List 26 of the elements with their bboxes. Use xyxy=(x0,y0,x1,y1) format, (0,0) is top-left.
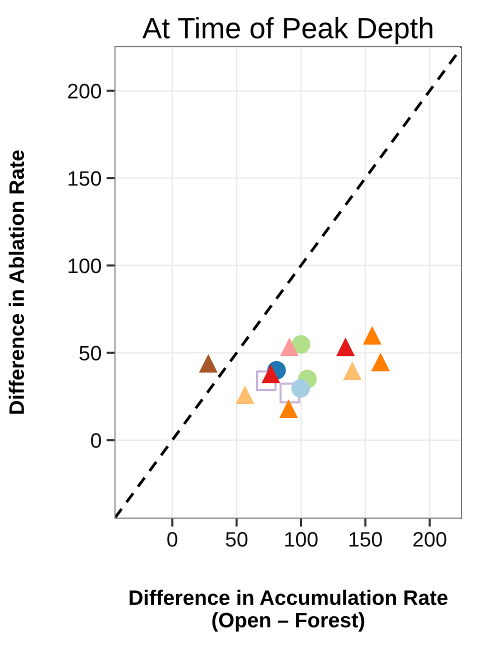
x-tick-label: 150 xyxy=(350,532,382,547)
point xyxy=(262,364,280,384)
point xyxy=(280,382,300,404)
point xyxy=(236,385,254,404)
x-tick-label: 100 xyxy=(285,532,318,547)
point xyxy=(279,399,298,418)
x-tick-label: 200 xyxy=(413,532,446,547)
y-tick-label: 200 xyxy=(68,84,101,99)
y-axis-title: Difference in Ablation Rate xyxy=(8,150,24,414)
point xyxy=(256,370,277,392)
x-tick-label: 50 xyxy=(226,532,248,547)
x-tick-label: 0 xyxy=(167,532,178,547)
point xyxy=(336,338,355,356)
y-tick-label: 50 xyxy=(79,346,101,361)
y-tick-label: 150 xyxy=(68,171,101,186)
point xyxy=(362,326,382,345)
point xyxy=(343,361,362,380)
point xyxy=(291,379,310,398)
point xyxy=(371,352,390,372)
point xyxy=(292,335,310,354)
x-axis-title: Difference in Accumulation Rate (Open – Forest) xyxy=(130,590,448,632)
chart-title: At Time of Peak Depth xyxy=(142,17,432,44)
point xyxy=(280,338,299,356)
y-tick-label: 100 xyxy=(68,258,101,274)
y-tick-label: 0 xyxy=(91,433,101,448)
point xyxy=(199,354,218,373)
